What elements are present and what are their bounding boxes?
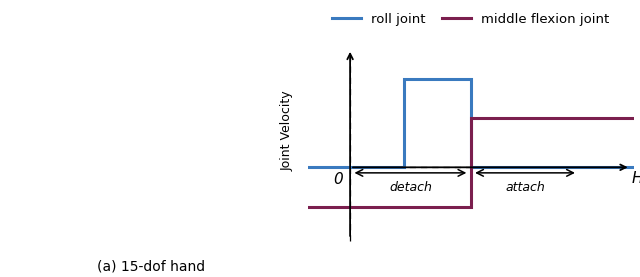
Text: (a) 15-dof hand: (a) 15-dof hand [97, 260, 205, 274]
Text: 0: 0 [333, 172, 342, 187]
Text: attach: attach [505, 181, 545, 194]
Text: detach: detach [389, 181, 432, 194]
Text: Joint Velocity: Joint Velocity [280, 90, 293, 171]
Text: H: H [632, 171, 640, 186]
Legend: roll joint, middle flexion joint: roll joint, middle flexion joint [326, 8, 615, 31]
